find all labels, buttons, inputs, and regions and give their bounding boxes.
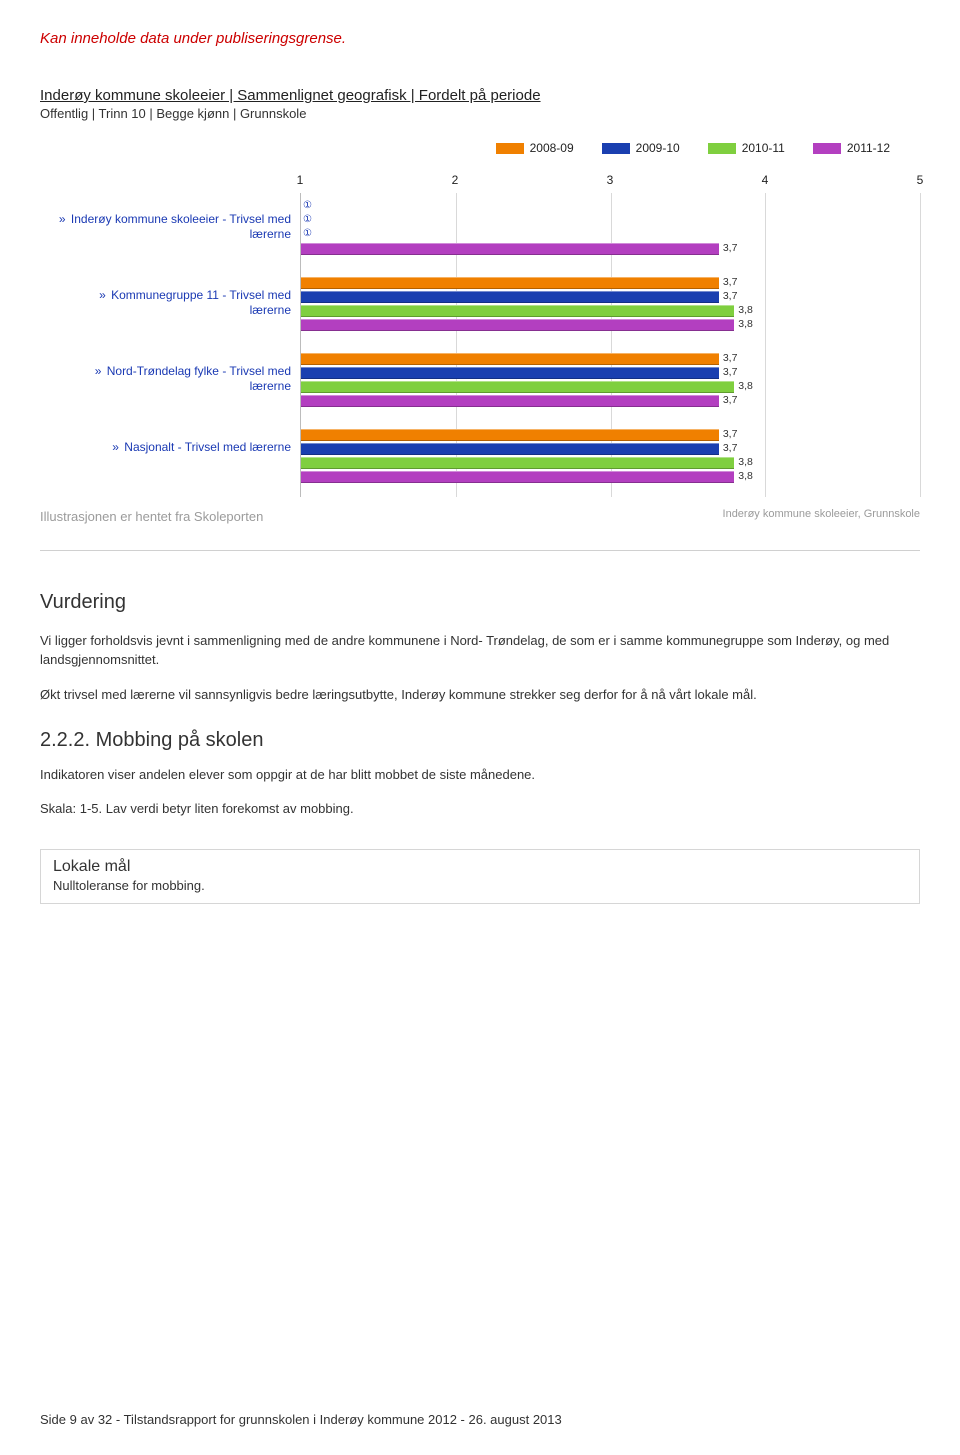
axis-tick-label: 1 bbox=[297, 173, 304, 187]
chart-bar bbox=[301, 367, 719, 379]
chart-bar-row: 3,8 bbox=[301, 319, 920, 331]
lokale-mal-title: Lokale mål bbox=[53, 858, 907, 876]
chart-group-label: » Kommunegruppe 11 - Trivsel medlærerne bbox=[41, 288, 296, 318]
legend-swatch bbox=[708, 143, 736, 154]
vurdering-p2: Økt trivsel med lærerne vil sannsynligvi… bbox=[40, 686, 920, 705]
axis-tick-label: 4 bbox=[762, 173, 769, 187]
axis-tick-label: 5 bbox=[917, 173, 924, 187]
chart-bar bbox=[301, 457, 734, 469]
chart-plot-column: 12345 » Inderøy kommune skoleeier - Triv… bbox=[300, 173, 920, 497]
chart-bar-value: 3,7 bbox=[723, 428, 738, 440]
chart-bar-row: 3,8 bbox=[301, 457, 920, 469]
chart-bar bbox=[301, 429, 719, 441]
chart-bar-value: 3,8 bbox=[738, 380, 753, 392]
section-222-p1: Indikatoren viser andelen elever som opp… bbox=[40, 766, 920, 785]
chart-bar-value: 3,8 bbox=[738, 304, 753, 316]
chart-bar bbox=[301, 395, 719, 407]
missing-data-icon: ① bbox=[303, 200, 312, 211]
chart-axis-numbers: 12345 bbox=[300, 173, 920, 193]
chart-bar-value: 3,7 bbox=[723, 276, 738, 288]
missing-data-icon: ① bbox=[303, 228, 312, 239]
legend-label: 2008-09 bbox=[530, 141, 574, 155]
chart-legend: 2008-09 2009-10 2010-11 2011-12 bbox=[40, 141, 920, 155]
chart-bar-row: 3,8 bbox=[301, 471, 920, 483]
chart-group: » Nasjonalt - Trivsel med lærerne3,73,73… bbox=[301, 421, 920, 497]
legend-item: 2009-10 bbox=[602, 141, 680, 155]
axis-tick-label: 3 bbox=[607, 173, 614, 187]
chart-bar-row: ① bbox=[301, 229, 920, 241]
chart-bar-value: 3,7 bbox=[723, 394, 738, 406]
lokale-mal-text: Nulltoleranse for mobbing. bbox=[53, 878, 907, 893]
legend-swatch bbox=[496, 143, 524, 154]
publishing-disclaimer: Kan inneholde data under publiseringsgre… bbox=[40, 30, 920, 47]
chart-bar-row: 3,7 bbox=[301, 277, 920, 289]
chart-bar-row: ① bbox=[301, 215, 920, 227]
section-subtitle: Offentlig | Trinn 10 | Begge kjønn | Gru… bbox=[40, 106, 920, 121]
page: Kan inneholde data under publiseringsgre… bbox=[0, 0, 960, 1455]
chart-bar-value: 3,7 bbox=[723, 290, 738, 302]
chart-bar bbox=[301, 277, 719, 289]
chart-group: » Nord-Trøndelag fylke - Trivsel medlære… bbox=[301, 345, 920, 421]
chart-bar-row: 3,7 bbox=[301, 243, 920, 255]
chart-bar-row: 3,7 bbox=[301, 395, 920, 407]
page-footer: Side 9 av 32 - Tilstandsrapport for grun… bbox=[40, 1412, 562, 1427]
chart-bar-row: 3,7 bbox=[301, 443, 920, 455]
legend-item: 2008-09 bbox=[496, 141, 574, 155]
chart-bar bbox=[301, 471, 734, 483]
chart-bar bbox=[301, 381, 734, 393]
chart-bar bbox=[301, 291, 719, 303]
bar-chart: 2008-092009-102010-112011-12 12345 » Ind… bbox=[40, 141, 920, 497]
chart-group-label: » Nasjonalt - Trivsel med lærerne bbox=[41, 440, 296, 455]
chart-bar-row: 3,7 bbox=[301, 291, 920, 303]
chart-bar-row: 3,7 bbox=[301, 353, 920, 365]
chart-gridline bbox=[920, 193, 921, 497]
vurdering-p1: Vi ligger forholdsvis jevnt i sammenlign… bbox=[40, 632, 920, 670]
chart-bar-value: 3,8 bbox=[738, 456, 753, 468]
legend-label: 2010-11 bbox=[742, 141, 785, 155]
chart-bar bbox=[301, 319, 734, 331]
divider bbox=[40, 550, 920, 551]
legend-label: 2009-10 bbox=[636, 141, 680, 155]
chart-group-label: » Inderøy kommune skoleeier - Trivsel me… bbox=[41, 212, 296, 242]
chart-bar-value: 3,8 bbox=[738, 470, 753, 482]
chart-bar bbox=[301, 353, 719, 365]
legend-label: 2011-12 bbox=[847, 141, 890, 155]
chart-bar-value: 3,8 bbox=[738, 318, 753, 330]
chart-bar bbox=[301, 305, 734, 317]
chart-bar-row: ① bbox=[301, 201, 920, 213]
section-title: Inderøy kommune skoleeier | Sammenlignet… bbox=[40, 87, 920, 104]
chart-bar-value: 3,7 bbox=[723, 442, 738, 454]
lokale-mal-box: Lokale mål Nulltoleranse for mobbing. bbox=[40, 849, 920, 904]
vurdering-heading: Vurdering bbox=[40, 591, 920, 614]
legend-item: 2011-12 bbox=[813, 141, 890, 155]
chart-bar-value: 3,7 bbox=[723, 242, 738, 254]
chart-bar bbox=[301, 443, 719, 455]
legend-swatch bbox=[813, 143, 841, 154]
chart-bar-row: 3,7 bbox=[301, 367, 920, 379]
chart-group: » Kommunegruppe 11 - Trivsel medlærerne3… bbox=[301, 269, 920, 345]
chart-plot-area: » Inderøy kommune skoleeier - Trivsel me… bbox=[300, 193, 920, 497]
legend-item: 2010-11 bbox=[708, 141, 785, 155]
chart-grid: 12345 » Inderøy kommune skoleeier - Triv… bbox=[40, 173, 920, 497]
legend-swatch bbox=[602, 143, 630, 154]
chart-bar-value: 3,7 bbox=[723, 352, 738, 364]
chart-bar-row: 3,7 bbox=[301, 429, 920, 441]
section-222-heading: 2.2.2. Mobbing på skolen bbox=[40, 729, 920, 752]
chart-bar bbox=[301, 243, 719, 255]
chart-bar-row: 3,8 bbox=[301, 381, 920, 393]
section-222-p2: Skala: 1-5. Lav verdi betyr liten foreko… bbox=[40, 800, 920, 819]
chart-bar-row: 3,8 bbox=[301, 305, 920, 317]
chart-group-label: » Nord-Trøndelag fylke - Trivsel medlære… bbox=[41, 364, 296, 394]
chart-group: » Inderøy kommune skoleeier - Trivsel me… bbox=[301, 193, 920, 269]
missing-data-icon: ① bbox=[303, 214, 312, 225]
chart-bar-value: 3,7 bbox=[723, 366, 738, 378]
axis-tick-label: 2 bbox=[452, 173, 459, 187]
